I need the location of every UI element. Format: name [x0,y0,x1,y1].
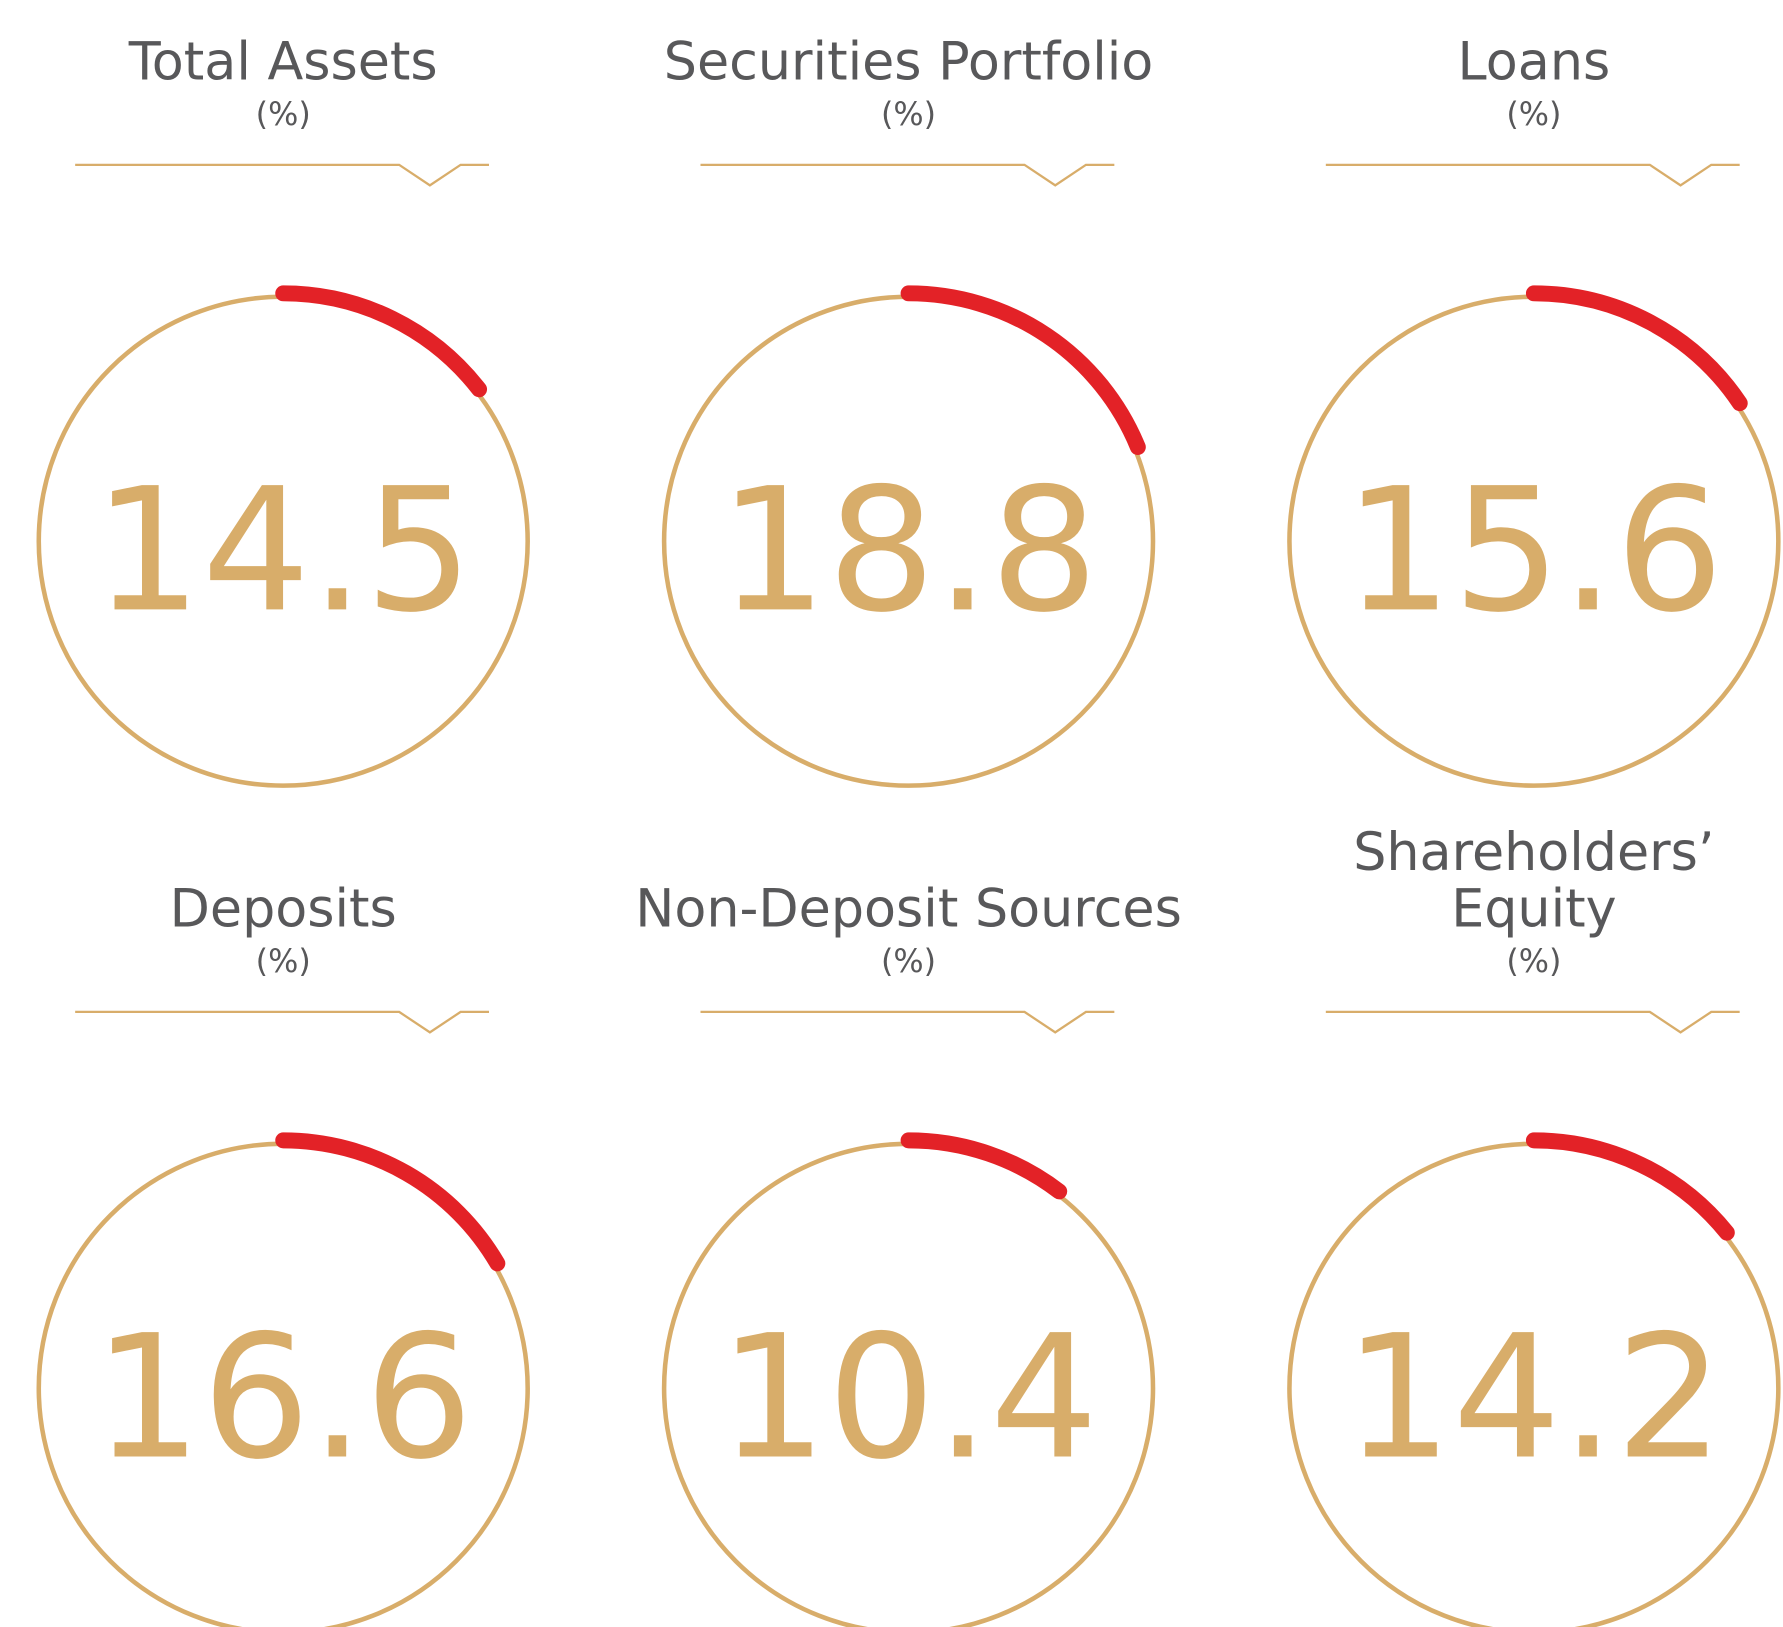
gauge-arc [275,285,488,398]
divider [75,1010,490,1034]
divider [1325,1010,1740,1034]
gauge-unit: (%) [881,95,936,133]
gauge-arc [900,285,1146,456]
divider [700,163,1115,187]
gauge-value: 14.5 [93,452,473,650]
title-line: Total Assets [128,32,438,93]
divider [1325,163,1740,187]
title-line: Deposits [170,879,397,940]
gauge-title: Non-Deposit Sources [635,879,1182,940]
title-line: Loans [1458,32,1611,93]
gauge-unit: (%) [1506,942,1561,980]
title-line: Securities Portfolio [664,32,1154,93]
title-line: Shareholders’ [1353,822,1714,883]
gauge-arc [275,1132,506,1272]
gauge-unit: (%) [256,942,311,980]
gauge-value: 15.6 [1344,452,1724,650]
title-line: Non-Deposit Sources [635,879,1182,940]
divider [75,163,490,187]
gauge-title: Shareholders’ Equity [1353,822,1714,940]
gauge-title: Deposits [170,879,397,940]
gauge-arc [900,1132,1068,1200]
gauge-unit: (%) [881,942,936,980]
gauge-value: 18.8 [719,452,1099,650]
gauge-title: Securities Portfolio [664,32,1154,93]
gauge-unit: (%) [256,95,311,133]
gauge-arc [1525,1132,1735,1241]
divider [700,1010,1115,1034]
title-line: Equity [1451,879,1616,940]
gauge-value: 16.6 [93,1299,473,1497]
gauge-value: 14.2 [1344,1299,1724,1497]
gauge-arc [1525,285,1748,412]
gauge-title: Loans [1458,32,1611,93]
gauge-title: Total Assets [128,32,438,93]
gauge-unit: (%) [1506,95,1561,133]
gauge-value: 10.4 [719,1299,1099,1497]
